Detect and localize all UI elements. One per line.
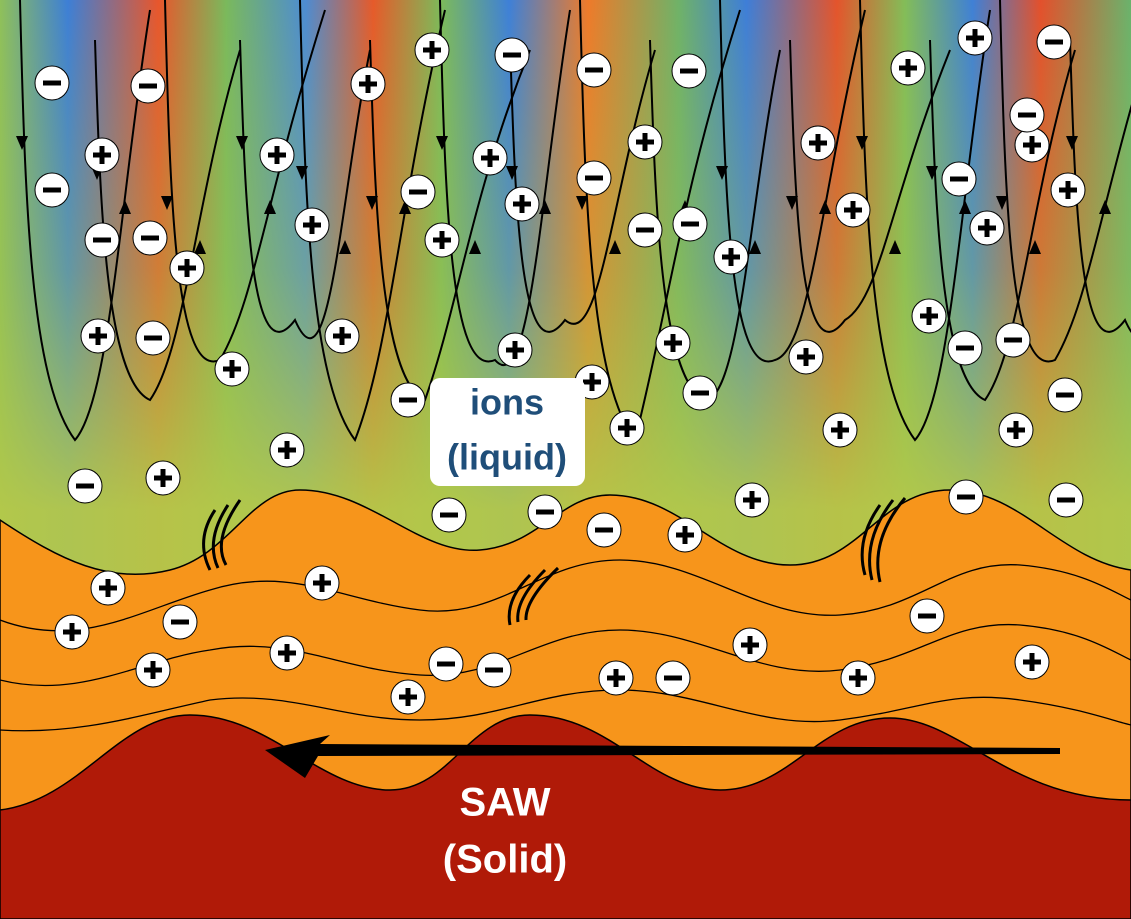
cation [55, 615, 89, 649]
cation [295, 208, 329, 242]
anion [35, 173, 69, 207]
cation [841, 661, 875, 695]
cation [610, 411, 644, 445]
cation [714, 240, 748, 274]
anion [1037, 25, 1071, 59]
anion [136, 321, 170, 355]
cation [1015, 128, 1049, 162]
anion [432, 498, 466, 532]
cation [958, 21, 992, 55]
anion [1049, 483, 1083, 517]
cation [91, 571, 125, 605]
cation [170, 251, 204, 285]
cation [260, 138, 294, 172]
anion [133, 221, 167, 255]
anion [949, 480, 983, 514]
anion [910, 599, 944, 633]
cation [270, 636, 304, 670]
anion [587, 513, 621, 547]
anion [577, 53, 611, 87]
cation [599, 661, 633, 695]
anion [577, 161, 611, 195]
anion [1010, 98, 1044, 132]
solid-label: (Solid) [443, 838, 567, 882]
anion [656, 661, 690, 695]
liquid-label: ions [470, 382, 544, 423]
anion [942, 162, 976, 196]
anion [68, 469, 102, 503]
cation [498, 333, 532, 367]
cation [668, 518, 702, 552]
anion [1048, 378, 1082, 412]
anion [131, 69, 165, 103]
cation [215, 352, 249, 386]
cation [81, 319, 115, 353]
cation [789, 340, 823, 374]
anion [948, 331, 982, 365]
cation [305, 566, 339, 600]
page: ions (liquid) SAW (Solid) (() => { const… [0, 0, 1131, 919]
cation [733, 628, 767, 662]
anion [672, 54, 706, 88]
anion [628, 213, 662, 247]
anion [391, 383, 425, 417]
anion [85, 223, 119, 257]
anion [528, 495, 562, 529]
cation [473, 141, 507, 175]
cation [146, 461, 180, 495]
cation [351, 67, 385, 101]
solid-label: SAW [459, 781, 550, 825]
cation [656, 326, 690, 360]
anion [673, 207, 707, 241]
cation [325, 319, 359, 353]
anion [477, 653, 511, 687]
anion [429, 647, 463, 681]
liquid-label: (liquid) [447, 437, 567, 478]
anion [401, 175, 435, 209]
cation [999, 413, 1033, 447]
cation [85, 138, 119, 172]
cation [505, 187, 539, 221]
cation [912, 299, 946, 333]
cation [970, 211, 1004, 245]
illustration: ions (liquid) SAW (Solid) [0, 0, 1131, 919]
cation [1015, 645, 1049, 679]
cation [391, 680, 425, 714]
cation [801, 126, 835, 160]
anion [683, 376, 717, 410]
cation [628, 125, 662, 159]
cation [415, 33, 449, 67]
anion [163, 605, 197, 639]
cation [1051, 173, 1085, 207]
anion [996, 323, 1030, 357]
cation [425, 223, 459, 257]
anion [35, 66, 69, 100]
cation [836, 193, 870, 227]
cation [823, 413, 857, 447]
cation [891, 51, 925, 85]
cation [136, 653, 170, 687]
cation [735, 483, 769, 517]
anion [495, 38, 529, 72]
cation [270, 433, 304, 467]
